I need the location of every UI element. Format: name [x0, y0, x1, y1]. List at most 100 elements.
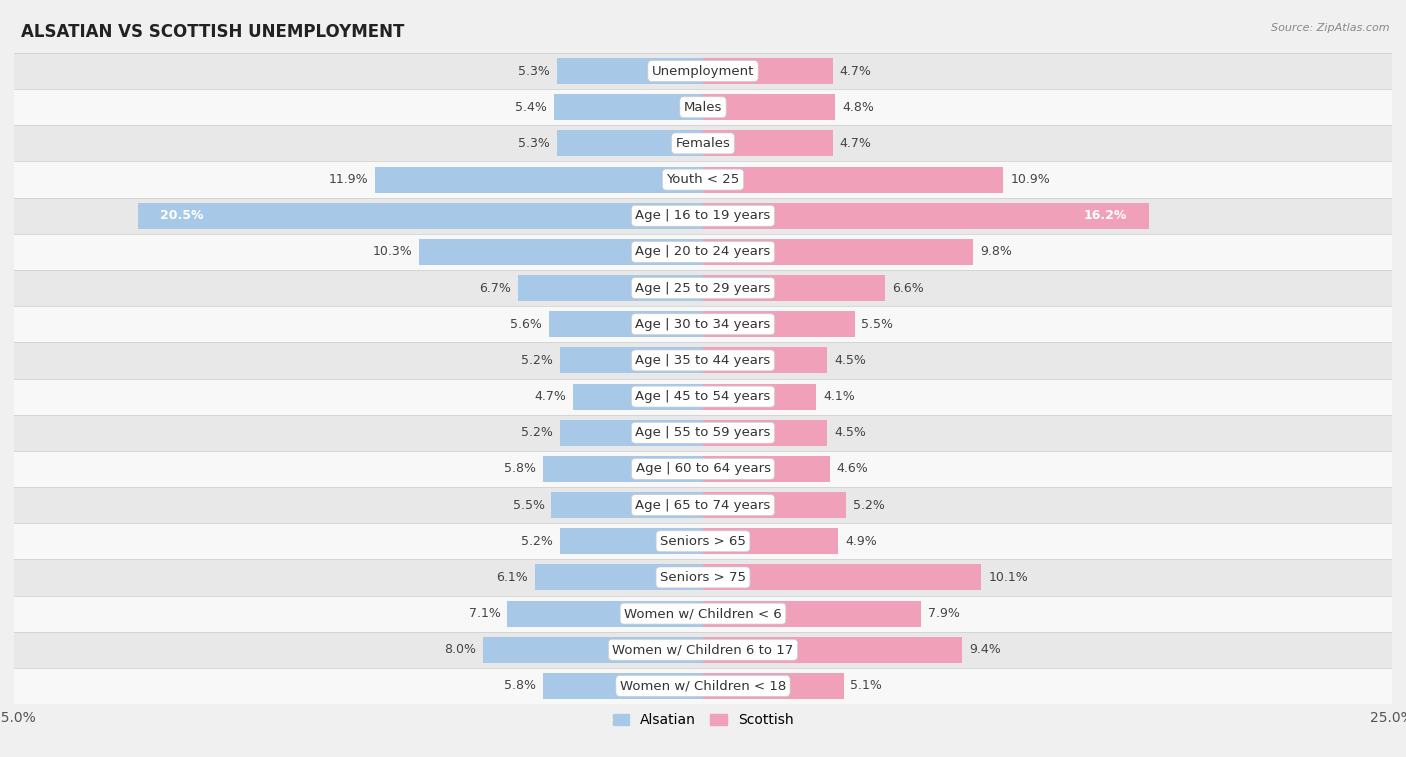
Text: 5.5%: 5.5%: [862, 318, 893, 331]
Bar: [14, 161, 1392, 198]
Bar: [703, 637, 962, 663]
Bar: [557, 58, 703, 84]
Text: Seniors > 65: Seniors > 65: [659, 534, 747, 548]
Text: Males: Males: [683, 101, 723, 114]
Text: 5.3%: 5.3%: [519, 64, 550, 77]
Bar: [14, 451, 1392, 487]
Text: 5.6%: 5.6%: [510, 318, 541, 331]
Text: 4.9%: 4.9%: [845, 534, 877, 548]
Text: 20.5%: 20.5%: [160, 209, 204, 223]
Bar: [14, 126, 1392, 161]
Text: 4.5%: 4.5%: [834, 426, 866, 439]
Text: 5.3%: 5.3%: [519, 137, 550, 150]
Text: 10.1%: 10.1%: [988, 571, 1028, 584]
Bar: [14, 306, 1392, 342]
Text: 5.4%: 5.4%: [516, 101, 547, 114]
Text: 7.9%: 7.9%: [928, 607, 959, 620]
Text: 9.8%: 9.8%: [980, 245, 1012, 258]
Bar: [703, 384, 815, 410]
Bar: [703, 275, 884, 301]
Text: 4.5%: 4.5%: [834, 354, 866, 367]
Text: Women w/ Children < 6: Women w/ Children < 6: [624, 607, 782, 620]
Bar: [419, 239, 703, 265]
Text: 5.1%: 5.1%: [851, 680, 883, 693]
Text: Source: ZipAtlas.com: Source: ZipAtlas.com: [1271, 23, 1389, 33]
Text: Women w/ Children 6 to 17: Women w/ Children 6 to 17: [613, 643, 793, 656]
Text: 5.2%: 5.2%: [522, 534, 553, 548]
Text: 5.8%: 5.8%: [505, 463, 536, 475]
Bar: [14, 631, 1392, 668]
Text: 4.1%: 4.1%: [823, 390, 855, 403]
Text: 8.0%: 8.0%: [444, 643, 475, 656]
Bar: [703, 347, 827, 373]
Text: Unemployment: Unemployment: [652, 64, 754, 77]
Text: Youth < 25: Youth < 25: [666, 173, 740, 186]
Bar: [703, 419, 827, 446]
Text: 6.7%: 6.7%: [479, 282, 512, 294]
Bar: [703, 130, 832, 157]
Text: 9.4%: 9.4%: [969, 643, 1001, 656]
Bar: [14, 596, 1392, 631]
Bar: [557, 130, 703, 157]
Bar: [548, 311, 703, 338]
Bar: [560, 347, 703, 373]
Text: Age | 35 to 44 years: Age | 35 to 44 years: [636, 354, 770, 367]
Text: Age | 30 to 34 years: Age | 30 to 34 years: [636, 318, 770, 331]
Bar: [703, 673, 844, 699]
Bar: [703, 528, 838, 554]
Text: 6.6%: 6.6%: [891, 282, 924, 294]
Text: Age | 65 to 74 years: Age | 65 to 74 years: [636, 499, 770, 512]
Text: 4.8%: 4.8%: [842, 101, 875, 114]
Bar: [560, 419, 703, 446]
Bar: [703, 94, 835, 120]
Text: Women w/ Children < 18: Women w/ Children < 18: [620, 680, 786, 693]
Text: 5.2%: 5.2%: [522, 354, 553, 367]
Bar: [14, 523, 1392, 559]
Bar: [543, 673, 703, 699]
Bar: [14, 668, 1392, 704]
Bar: [560, 528, 703, 554]
Text: Age | 16 to 19 years: Age | 16 to 19 years: [636, 209, 770, 223]
Bar: [138, 203, 703, 229]
Text: 4.6%: 4.6%: [837, 463, 869, 475]
Text: ALSATIAN VS SCOTTISH UNEMPLOYMENT: ALSATIAN VS SCOTTISH UNEMPLOYMENT: [21, 23, 405, 41]
Bar: [14, 53, 1392, 89]
Bar: [703, 311, 855, 338]
Bar: [14, 198, 1392, 234]
Bar: [519, 275, 703, 301]
Bar: [14, 378, 1392, 415]
Bar: [14, 415, 1392, 451]
Text: 5.5%: 5.5%: [513, 499, 544, 512]
Bar: [703, 565, 981, 590]
Bar: [14, 89, 1392, 126]
Bar: [534, 565, 703, 590]
Bar: [703, 456, 830, 482]
Bar: [14, 234, 1392, 270]
Text: Age | 60 to 64 years: Age | 60 to 64 years: [636, 463, 770, 475]
Bar: [14, 559, 1392, 596]
Bar: [554, 94, 703, 120]
Text: 4.7%: 4.7%: [534, 390, 567, 403]
Text: 10.3%: 10.3%: [373, 245, 412, 258]
Bar: [703, 492, 846, 518]
Text: Age | 25 to 29 years: Age | 25 to 29 years: [636, 282, 770, 294]
Text: Age | 45 to 54 years: Age | 45 to 54 years: [636, 390, 770, 403]
Text: 7.1%: 7.1%: [468, 607, 501, 620]
Bar: [543, 456, 703, 482]
Text: Age | 55 to 59 years: Age | 55 to 59 years: [636, 426, 770, 439]
Text: 16.2%: 16.2%: [1084, 209, 1128, 223]
Bar: [703, 167, 1004, 192]
Bar: [703, 239, 973, 265]
Text: 4.7%: 4.7%: [839, 137, 872, 150]
Text: Age | 20 to 24 years: Age | 20 to 24 years: [636, 245, 770, 258]
Bar: [703, 203, 1150, 229]
Bar: [14, 342, 1392, 378]
Bar: [375, 167, 703, 192]
Bar: [703, 600, 921, 627]
Bar: [551, 492, 703, 518]
Bar: [703, 58, 832, 84]
Text: Females: Females: [675, 137, 731, 150]
Text: 4.7%: 4.7%: [839, 64, 872, 77]
Bar: [574, 384, 703, 410]
Text: 10.9%: 10.9%: [1011, 173, 1050, 186]
